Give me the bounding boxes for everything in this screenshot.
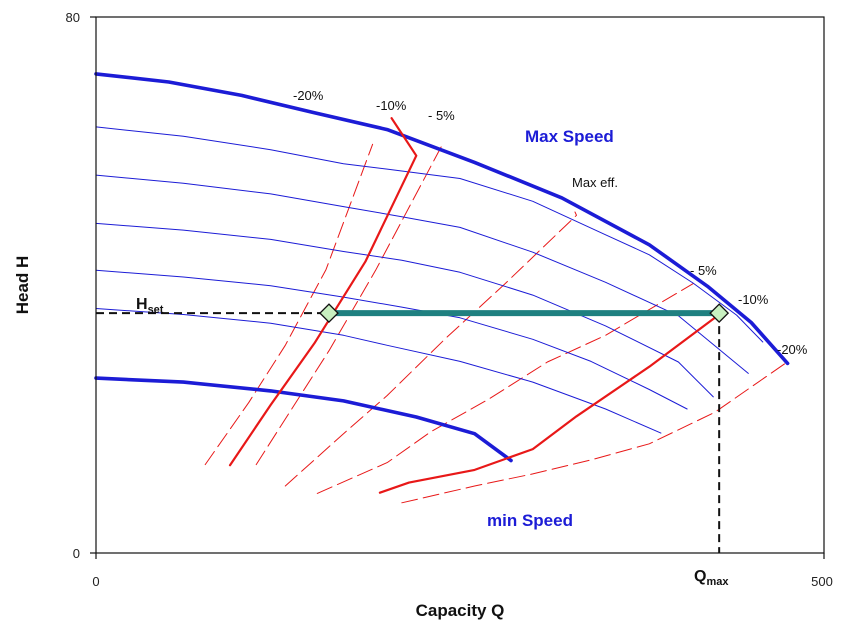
x-tick-label-min: 0 <box>92 574 99 589</box>
pct-label-right-5: - 5% <box>690 263 717 278</box>
operating-point-marker-qmax <box>709 303 730 324</box>
plot-frame <box>95 16 825 554</box>
speed-curve-1 <box>95 126 764 343</box>
max-speed-curve <box>94 72 790 366</box>
pct-label-top-10: -10% <box>376 98 407 113</box>
efficiency-dashed-line-5 <box>401 360 790 504</box>
efficiency-dashed-line-1 <box>204 143 374 466</box>
efficiency-main-line-2 <box>378 313 721 494</box>
speed-curve-4 <box>95 269 688 410</box>
min-speed-label: min Speed <box>487 511 573 530</box>
efficiency-dashed-line-3 <box>284 211 577 487</box>
efficiency-main-line-1 <box>228 117 418 467</box>
operating-point-marker-start <box>319 303 339 324</box>
efficiency-dashed-line-4 <box>316 283 694 494</box>
speed-curve-2 <box>95 174 749 374</box>
q-max-label: Qmax <box>694 568 729 588</box>
h-set-label: Hset <box>136 296 164 316</box>
y-tick-label-max: 80 <box>66 10 80 25</box>
pct-label-right-20: -20% <box>777 342 808 357</box>
max-speed-label: Max Speed <box>525 127 614 146</box>
min-speed-curve <box>94 376 513 463</box>
speed-curves <box>94 72 790 463</box>
efficiency-main-lines <box>228 117 721 494</box>
y-axis-title: Head H <box>13 256 32 315</box>
efficiency-dashed-lines <box>204 143 790 504</box>
max-eff-label: Max eff. <box>572 175 618 190</box>
y-tick-label-min: 0 <box>73 546 80 561</box>
speed-curve-3 <box>95 222 714 398</box>
pct-label-top-20: -20% <box>293 88 324 103</box>
speed-curve-5 <box>95 308 662 434</box>
efficiency-dashed-line-2 <box>255 146 442 466</box>
pct-label-top-5: - 5% <box>428 108 455 123</box>
pct-label-right-10: -10% <box>738 292 769 307</box>
x-axis-title: Capacity Q <box>416 601 505 620</box>
x-tick-label-max: 500 <box>811 574 833 589</box>
